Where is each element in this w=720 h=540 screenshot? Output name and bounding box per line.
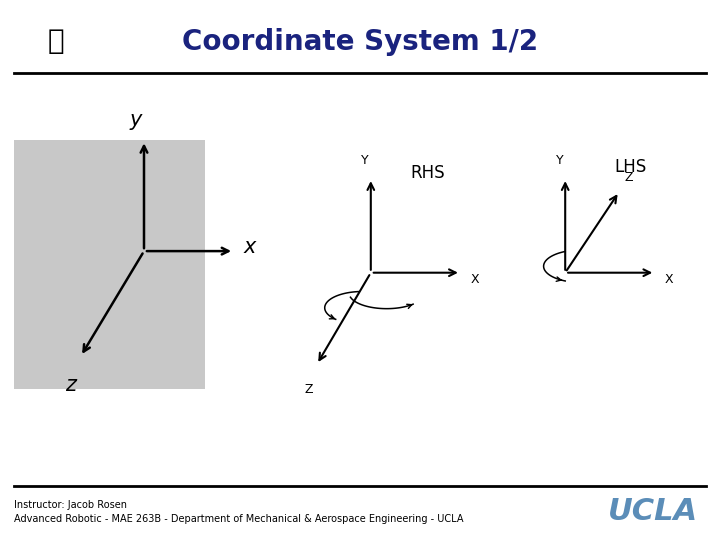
Text: x: x [243,237,256,257]
Bar [14,140,205,389]
Text: y: y [129,110,142,130]
Text: Y: Y [556,154,563,167]
Text: Advanced Robotic - MAE 263B - Department of Mechanical & Aerospace Engineering -: Advanced Robotic - MAE 263B - Department… [14,515,464,524]
Text: z: z [65,375,76,395]
Text: RHS: RHS [410,164,445,182]
Text: 🐕: 🐕 [48,26,65,55]
Text: Y: Y [361,154,369,167]
Text: LHS: LHS [614,158,647,177]
Text: Coordinate System 1/2: Coordinate System 1/2 [182,28,538,56]
Text: UCLA: UCLA [608,497,698,526]
Text: X: X [470,273,479,286]
Text: Instructor: Jacob Rosen: Instructor: Jacob Rosen [14,500,127,510]
Text: Z: Z [305,383,313,396]
Text: Z: Z [624,171,633,184]
Text: X: X [665,273,673,286]
